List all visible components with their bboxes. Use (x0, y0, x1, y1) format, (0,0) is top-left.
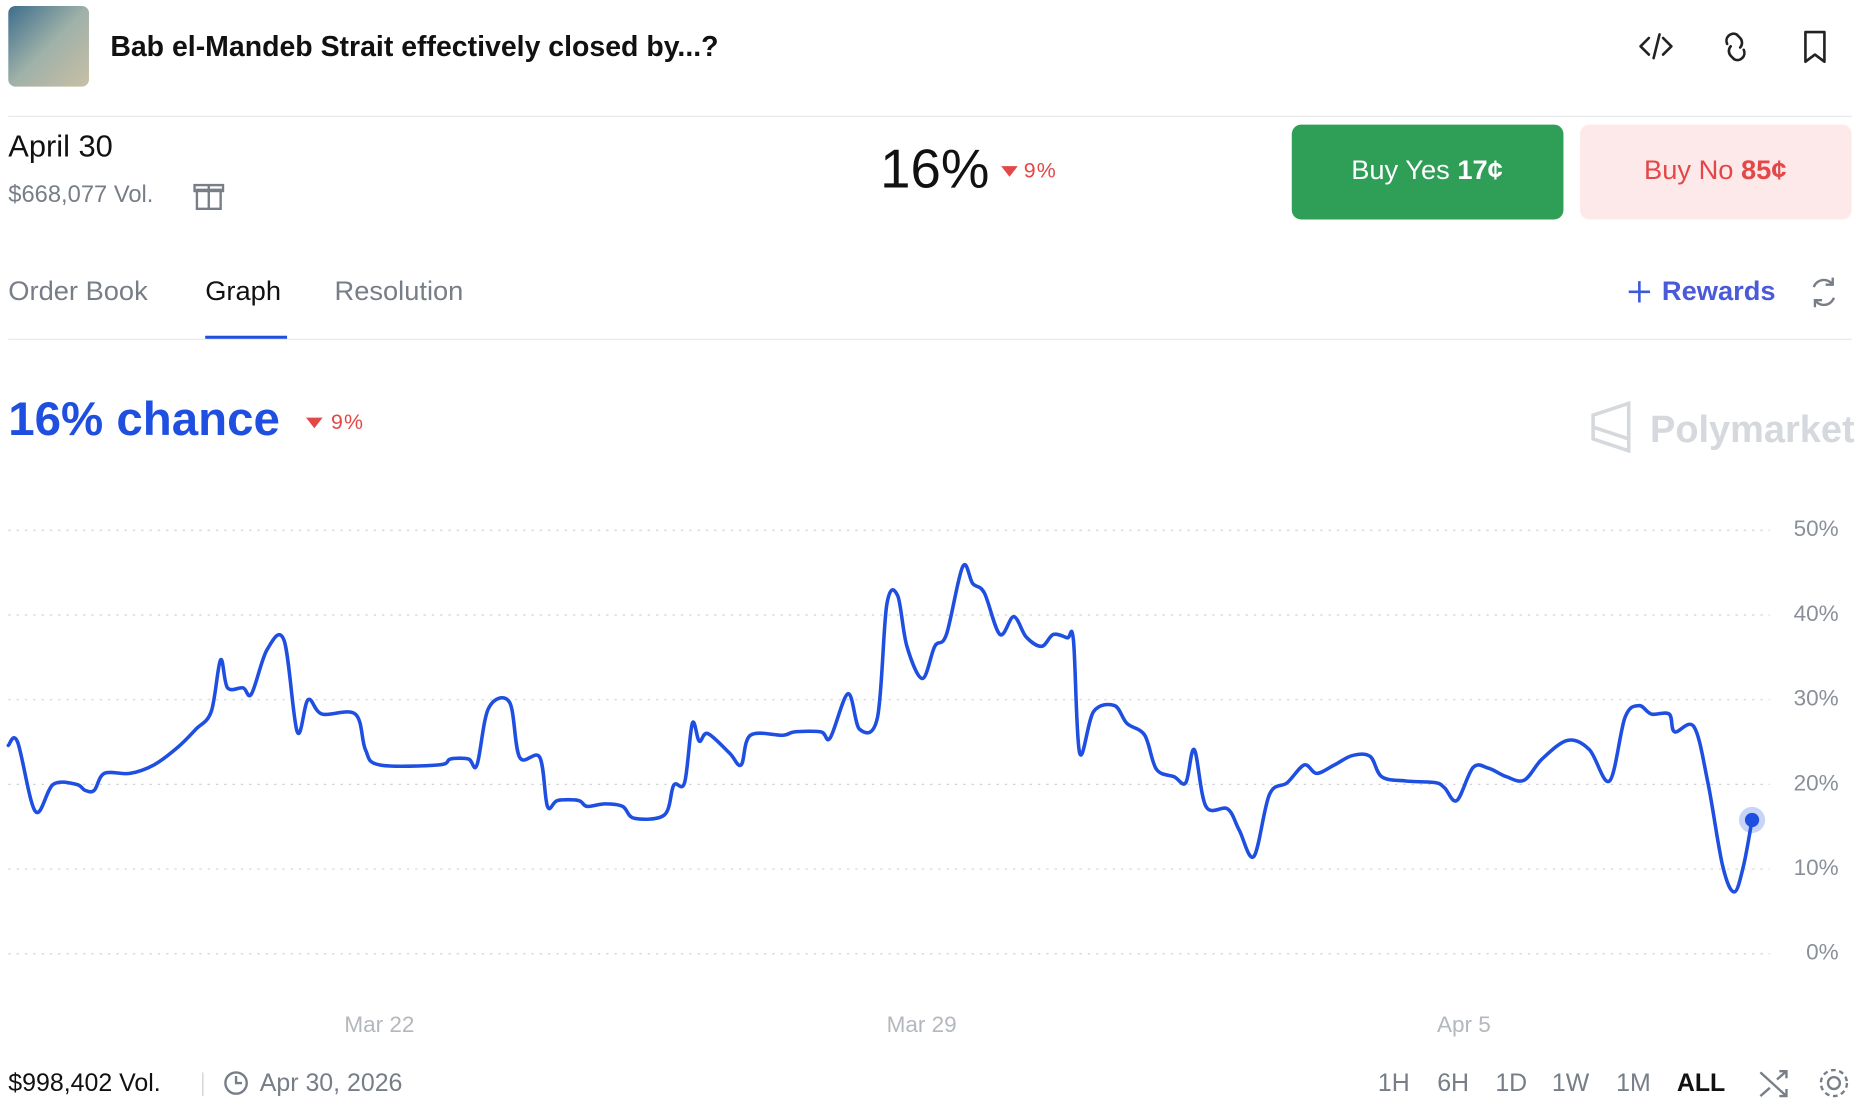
tab-underline (205, 335, 288, 340)
clock-icon (224, 1071, 248, 1095)
y-tick-label: 20% (1794, 770, 1839, 795)
thumbnail (8, 5, 89, 87)
brand: Polymarket (1650, 409, 1855, 451)
buy-no-button[interactable] (1580, 124, 1852, 220)
y-tick-label: 10% (1794, 855, 1839, 880)
y-tick-label: 30% (1794, 686, 1839, 711)
range-button[interactable]: 1W (1552, 1069, 1590, 1097)
down-arrow (1001, 166, 1018, 177)
market-title: Bab el-Mandeb Strait effectively closed … (110, 31, 718, 63)
total-volume: $998,402 Vol. (8, 1069, 160, 1097)
range-button[interactable]: 1H (1378, 1069, 1410, 1097)
x-tick-label: Mar 29 (887, 1012, 957, 1037)
y-tick-label: 50% (1794, 516, 1839, 541)
embed-icon[interactable] (1639, 33, 1673, 60)
plus-icon (1628, 281, 1651, 303)
chart: 0% 10% 20% 30% 40% 50% Mar 22 Mar 29 Apr 5 (6, 516, 1839, 1037)
y-tick-label: 40% (1794, 601, 1839, 626)
rewards[interactable]: Rewards (1662, 275, 1776, 306)
buy-yes: Buy Yes 17¢ (1351, 154, 1503, 185)
x-tick-label: Apr 5 (1437, 1012, 1491, 1037)
buy-no: Buy No 85¢ (1644, 154, 1787, 185)
brand-logo (1591, 400, 1631, 454)
y-tick-label: 0% (1806, 940, 1839, 965)
price-change: 9% (1024, 159, 1057, 183)
gift-icon (193, 183, 225, 210)
shuffle-icon[interactable] (1759, 1070, 1788, 1098)
outcome-label: April 30 (8, 128, 113, 163)
end-date: Apr 30, 2026 (260, 1069, 403, 1097)
buy-yes-button[interactable] (1291, 124, 1564, 220)
tab[interactable]: Order Book (8, 275, 148, 306)
price-line (6, 563, 1754, 894)
tab-active[interactable]: Graph (205, 275, 281, 306)
x-tick-label: Mar 22 (344, 1012, 414, 1037)
bookmark-icon[interactable] (1804, 30, 1826, 64)
outcome-volume: $668,077 Vol. (8, 182, 153, 208)
tab[interactable]: Resolution (335, 275, 464, 306)
down-arrow (306, 417, 323, 429)
refresh-icon[interactable] (1812, 277, 1836, 308)
chance-change: 9% (331, 410, 364, 434)
range-button[interactable]: 6H (1437, 1069, 1469, 1097)
range-button[interactable]: 1M (1616, 1069, 1651, 1097)
chance: 16% chance (8, 393, 280, 446)
last-point (1744, 812, 1760, 828)
price: 16% (880, 139, 989, 200)
link-icon[interactable] (1725, 32, 1746, 62)
range-button-active[interactable]: ALL (1677, 1069, 1725, 1097)
settings-icon[interactable] (1819, 1068, 1849, 1098)
range-button[interactable]: 1D (1495, 1069, 1527, 1097)
